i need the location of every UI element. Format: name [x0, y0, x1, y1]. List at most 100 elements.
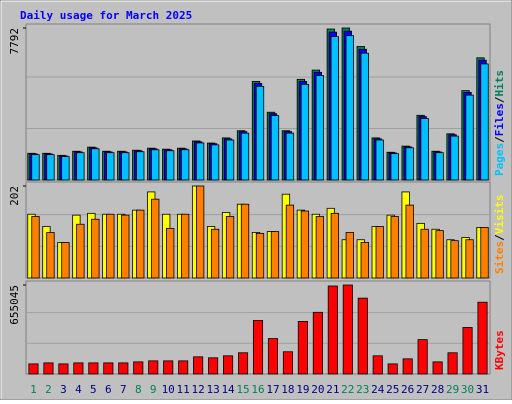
legend-entry: KBytes — [493, 330, 506, 370]
bar — [43, 362, 54, 375]
bar — [447, 352, 458, 375]
bar — [58, 363, 69, 375]
bar — [450, 135, 459, 181]
x-tick-label: 1 — [30, 383, 37, 396]
x-tick-label: 6 — [105, 383, 112, 396]
x-tick-label: 15 — [236, 383, 249, 396]
bar — [465, 94, 474, 181]
bar — [435, 230, 444, 279]
bar — [345, 35, 354, 181]
bar — [151, 149, 160, 181]
bar — [237, 352, 249, 375]
bar — [121, 214, 130, 279]
bar — [432, 361, 443, 375]
bar — [300, 210, 310, 279]
bar — [88, 362, 99, 375]
x-tick-label: 13 — [206, 383, 219, 396]
bar — [417, 339, 428, 375]
x-tick-label: 4 — [75, 383, 82, 396]
bar — [330, 36, 339, 181]
bar — [136, 151, 145, 181]
x-tick-label: 17 — [266, 383, 279, 396]
bar — [330, 212, 339, 279]
bar — [390, 216, 399, 279]
x-tick-label: 23 — [356, 383, 369, 396]
x-tick-label: 29 — [446, 383, 459, 396]
x-tick-label: 8 — [135, 383, 142, 396]
bar — [46, 232, 55, 279]
bar — [270, 115, 280, 181]
bar — [210, 144, 220, 181]
bar — [195, 142, 205, 181]
bar — [225, 139, 235, 181]
bar — [405, 147, 414, 181]
bar — [390, 153, 399, 181]
x-tick-label: 16 — [251, 383, 264, 396]
bar — [28, 363, 39, 375]
x-tick-label: 12 — [192, 383, 205, 396]
bar — [285, 204, 295, 279]
bar — [208, 357, 219, 375]
bar — [91, 218, 100, 279]
bar — [46, 154, 55, 181]
bar — [477, 301, 488, 375]
bar — [345, 232, 354, 279]
bar — [315, 75, 325, 181]
bar — [193, 356, 204, 375]
bar — [480, 63, 489, 181]
bar — [106, 213, 115, 279]
bar — [225, 216, 235, 279]
x-tick-label: 22 — [341, 383, 354, 396]
bar — [133, 361, 144, 375]
bar — [151, 198, 160, 279]
bar — [76, 223, 85, 279]
bar — [360, 52, 369, 181]
bar — [282, 351, 293, 375]
legend: Sites/Visits — [493, 195, 506, 275]
bar — [166, 227, 175, 279]
bar — [121, 152, 130, 181]
legend-entry: Visits — [493, 195, 506, 235]
y-tick-label: 655045 — [8, 285, 21, 325]
bar — [73, 362, 84, 375]
bar — [61, 242, 70, 279]
bar — [148, 360, 159, 375]
x-tick-label: 14 — [221, 383, 235, 396]
bar — [270, 231, 280, 279]
x-tick-label: 25 — [386, 383, 399, 396]
x-tick-label: 28 — [431, 383, 444, 396]
legend: KBytes — [493, 330, 506, 370]
x-tick-label: 9 — [150, 383, 157, 396]
legend-separator: / — [493, 96, 506, 103]
chart-title: Daily usage for March 2025 — [20, 9, 192, 22]
x-tick-label: 31 — [476, 383, 489, 396]
bar — [181, 149, 190, 181]
bar — [357, 297, 368, 375]
x-tick-label: 11 — [177, 383, 190, 396]
bar — [405, 204, 414, 279]
bar — [372, 355, 383, 375]
bar — [240, 132, 250, 181]
legend-separator: / — [493, 234, 506, 241]
bar — [435, 152, 444, 181]
legend-separator: / — [493, 136, 506, 143]
x-tick-label: 18 — [281, 383, 294, 396]
bar — [118, 362, 129, 375]
bar — [465, 239, 474, 279]
bar — [223, 355, 234, 375]
legend-entry: Sites — [493, 241, 506, 274]
bar — [181, 213, 190, 279]
bar — [360, 242, 369, 279]
bar — [195, 185, 205, 279]
x-tick-label: 26 — [401, 383, 414, 396]
bar — [267, 338, 279, 375]
legend-entry: Files — [493, 103, 506, 136]
bar — [76, 152, 85, 181]
bar — [210, 228, 220, 279]
x-tick-label: 7 — [120, 383, 127, 396]
x-tick-label: 21 — [326, 383, 339, 396]
bar — [166, 150, 175, 181]
bar — [420, 228, 429, 279]
x-tick-label: 30 — [461, 383, 474, 396]
